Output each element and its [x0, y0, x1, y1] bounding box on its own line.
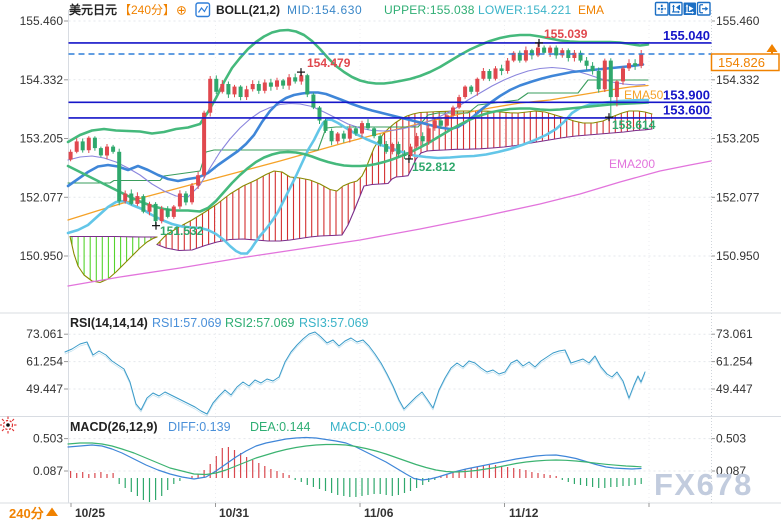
- svg-text:DIFF:0.139: DIFF:0.139: [168, 420, 231, 434]
- svg-text:UPPER:155.038: UPPER:155.038: [384, 3, 475, 17]
- svg-text:FX678: FX678: [654, 467, 753, 502]
- svg-text:152.077: 152.077: [716, 190, 760, 204]
- svg-text:MACD:-0.009: MACD:-0.009: [330, 420, 406, 434]
- svg-text:153.614: 153.614: [612, 118, 656, 132]
- svg-text:49.447: 49.447: [716, 382, 753, 396]
- svg-text:153.205: 153.205: [20, 132, 64, 146]
- svg-text:美元日元: 美元日元: [69, 2, 117, 17]
- svg-text:LOWER:154.221: LOWER:154.221: [478, 3, 571, 17]
- svg-text:240分: 240分: [9, 506, 44, 521]
- svg-text:49.447: 49.447: [26, 382, 63, 396]
- svg-text:61.254: 61.254: [716, 355, 753, 369]
- svg-text:【240分】: 【240分】: [119, 3, 175, 17]
- svg-text:EMA200: EMA200: [609, 157, 655, 171]
- svg-text:154.826: 154.826: [718, 55, 765, 70]
- svg-text:0.503: 0.503: [716, 432, 746, 446]
- svg-text:150.950: 150.950: [20, 249, 64, 263]
- svg-text:150.950: 150.950: [716, 249, 760, 263]
- svg-text:RSI1:57.069: RSI1:57.069: [152, 316, 222, 330]
- svg-text:153.205: 153.205: [716, 132, 760, 146]
- svg-text:152.812: 152.812: [412, 160, 456, 174]
- svg-text:154.332: 154.332: [20, 73, 64, 87]
- svg-text:155.460: 155.460: [716, 14, 760, 28]
- svg-text:MACD(26,12,9): MACD(26,12,9): [70, 420, 158, 434]
- svg-text:154.332: 154.332: [716, 73, 760, 87]
- svg-text:RSI2:57.069: RSI2:57.069: [225, 316, 295, 330]
- svg-text:MID:154.630: MID:154.630: [287, 3, 362, 17]
- svg-text:155.039: 155.039: [544, 27, 588, 41]
- svg-text:0.087: 0.087: [716, 464, 746, 478]
- svg-text:155.040: 155.040: [663, 28, 710, 43]
- svg-text:RSI3:57.069: RSI3:57.069: [299, 316, 369, 330]
- svg-text:⊕: ⊕: [176, 3, 187, 18]
- svg-text:10/31: 10/31: [219, 506, 249, 520]
- svg-text:153.900: 153.900: [663, 88, 710, 103]
- svg-text:RSI(14,14,14): RSI(14,14,14): [70, 316, 148, 330]
- svg-text:152.077: 152.077: [20, 190, 64, 204]
- svg-text:0.087: 0.087: [33, 464, 63, 478]
- svg-text:11/12: 11/12: [509, 506, 539, 520]
- svg-text:73.061: 73.061: [26, 327, 63, 341]
- svg-text:10/25: 10/25: [75, 506, 105, 520]
- svg-text:EMA: EMA: [578, 3, 604, 17]
- svg-text:151.532: 151.532: [160, 224, 204, 238]
- svg-text:153.600: 153.600: [663, 103, 710, 118]
- svg-text:155.460: 155.460: [20, 14, 64, 28]
- svg-text:BOLL(21,2): BOLL(21,2): [216, 3, 280, 17]
- svg-text:11/06: 11/06: [364, 506, 394, 520]
- svg-text:EMA50: EMA50: [624, 88, 664, 102]
- svg-text:61.254: 61.254: [26, 355, 63, 369]
- svg-text:154.479: 154.479: [307, 56, 351, 70]
- svg-text:0.503: 0.503: [33, 432, 63, 446]
- svg-text:73.061: 73.061: [716, 327, 753, 341]
- svg-text:DEA:0.144: DEA:0.144: [250, 420, 311, 434]
